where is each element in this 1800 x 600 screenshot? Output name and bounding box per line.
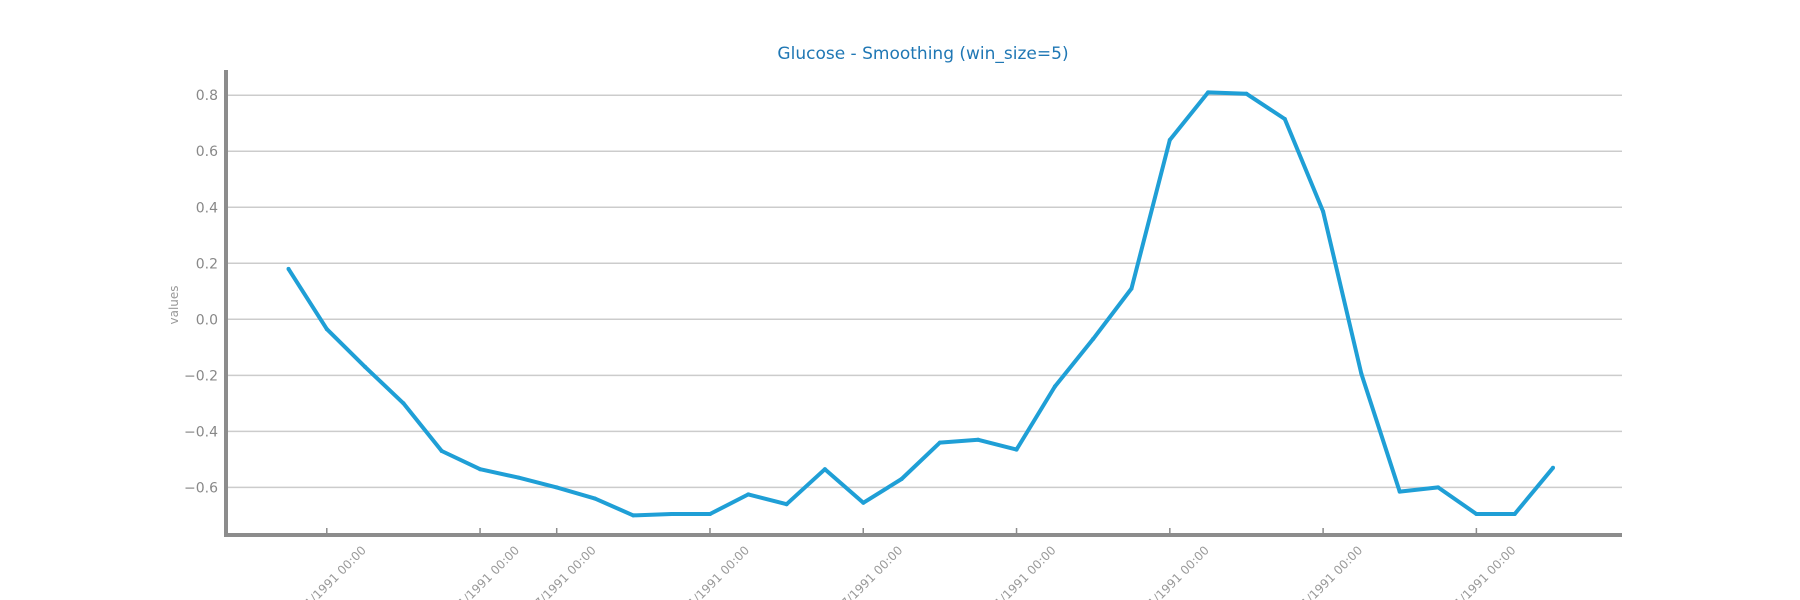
data-point: [1167, 138, 1172, 142]
data-point: [1129, 286, 1134, 291]
data-point: [439, 449, 444, 453]
data-point: [1282, 117, 1287, 121]
data-point: [861, 500, 866, 505]
y-tick-label: −0.6: [184, 480, 218, 496]
data-point: [324, 327, 329, 332]
y-tick-label: 0.4: [196, 200, 218, 216]
data-point: [1397, 489, 1402, 494]
y-tick-label: −0.2: [184, 368, 218, 384]
data-point: [478, 467, 483, 472]
series-line: [286, 90, 1555, 518]
chart-title: Glucose - Smoothing (win_size=5): [777, 44, 1068, 64]
x-ticks: 1/1991 00:00 1/1991 00:00 7/1991 00:00 1/19…: [302, 528, 1519, 600]
data-point: [976, 437, 981, 442]
data-point: [669, 512, 674, 516]
y-tick-labels: 0.8 0.6 0.4 0.2 0.0 −0.2 −0.4 −0.6: [184, 88, 218, 496]
data-point: [1244, 91, 1249, 96]
data-point: [593, 496, 597, 501]
data-point: [1474, 512, 1479, 516]
data-point: [1321, 209, 1326, 214]
data-point: [1551, 465, 1555, 470]
data-point: [708, 512, 712, 516]
data-point: [631, 513, 636, 518]
data-point: [554, 485, 559, 490]
data-point: [746, 492, 751, 497]
y-tick-label: 0.2: [196, 256, 218, 272]
data-point: [822, 467, 827, 472]
series-layer: [286, 90, 1555, 518]
x-tick-label: 1/1991 00:00: [455, 543, 522, 600]
data-point: [937, 440, 942, 445]
y-tick-label: −0.4: [184, 424, 218, 440]
grid-lines: [226, 94, 1622, 489]
data-point: [1052, 384, 1057, 389]
x-tick-label: 1/1991 00:00: [1145, 543, 1212, 600]
x-tick-label: 7/1991 00:00: [532, 543, 599, 600]
y-axis-label: values: [167, 285, 181, 324]
y-tick-label: 0.0: [196, 312, 218, 328]
data-point: [784, 502, 789, 507]
x-tick-label: 1/1991 00:00: [1452, 543, 1519, 600]
data-point: [286, 266, 291, 271]
data-point: [401, 401, 406, 406]
data-point: [1359, 371, 1364, 376]
data-point: [1091, 336, 1096, 341]
data-point: [363, 364, 368, 369]
x-tick-label: 1/1991 00:00: [685, 543, 752, 600]
x-tick-label: 7/1991 00:00: [838, 543, 905, 600]
data-point: [516, 475, 521, 480]
data-point: [899, 477, 904, 481]
y-tick-label: 0.6: [196, 144, 218, 160]
x-tick-label: 1/1991 00:00: [302, 543, 369, 600]
data-point: [1206, 90, 1211, 95]
data-point: [1014, 447, 1019, 452]
x-tick-label: 1/1991 00:00: [992, 543, 1059, 600]
y-tick-label: 0.8: [196, 88, 218, 104]
data-point: [1436, 485, 1441, 490]
x-tick-label: 1/1991 00:00: [1298, 543, 1365, 600]
data-point: [1512, 512, 1517, 516]
